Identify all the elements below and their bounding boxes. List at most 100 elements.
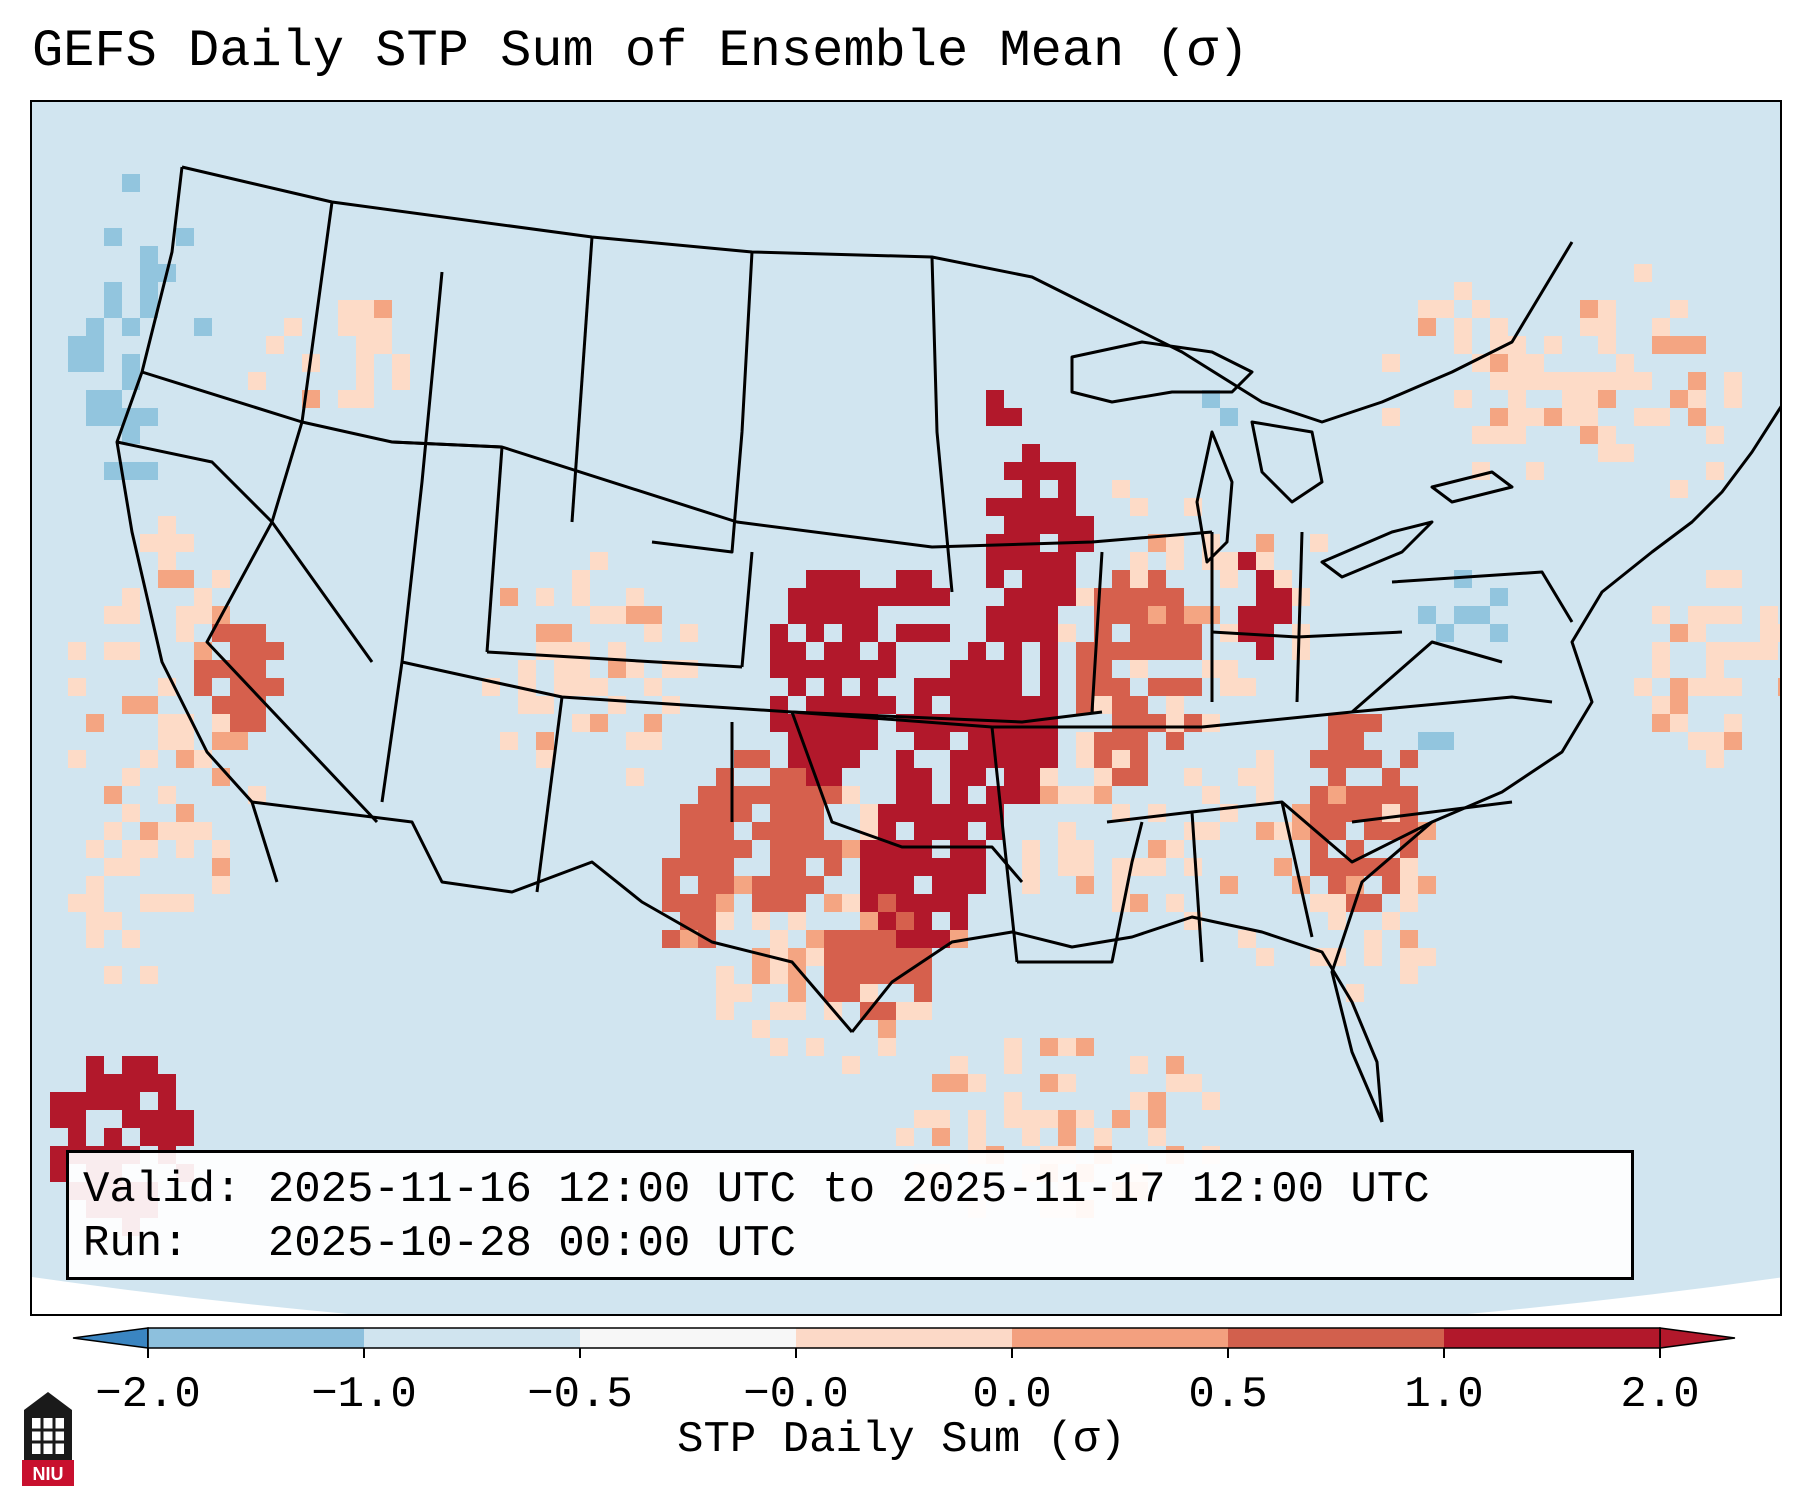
stp-cell [1130, 732, 1148, 750]
stp-cell [572, 714, 590, 732]
stp-cell [752, 876, 770, 894]
stp-cell [914, 894, 932, 912]
stp-cell [752, 894, 770, 912]
stp-cell [572, 570, 590, 588]
stp-cell [68, 678, 86, 696]
stp-cell [554, 624, 572, 642]
stp-cell [1004, 624, 1022, 642]
stp-cell [932, 678, 950, 696]
stp-cell [590, 714, 608, 732]
stp-cell [914, 966, 932, 984]
stp-cell [230, 660, 248, 678]
stp-cell [716, 804, 734, 822]
stp-cell [104, 786, 122, 804]
stp-cell [986, 624, 1004, 642]
stp-cell [1112, 588, 1130, 606]
stp-cell [1364, 930, 1382, 948]
stp-cell [986, 822, 1004, 840]
stp-cell [1652, 714, 1670, 732]
stp-cell [1454, 282, 1472, 300]
stp-cell [1004, 1056, 1022, 1074]
stp-cell [896, 1002, 914, 1020]
stp-cell [1184, 858, 1202, 876]
stp-cell [860, 588, 878, 606]
stp-cell [1148, 534, 1166, 552]
stp-cell [1004, 606, 1022, 624]
stp-cell [896, 1128, 914, 1146]
stp-cell [212, 840, 230, 858]
stp-cell [950, 678, 968, 696]
stp-cell [842, 894, 860, 912]
stp-cell [374, 300, 392, 318]
stp-cell [104, 642, 122, 660]
stp-cell [572, 660, 590, 678]
stp-cell [1022, 480, 1040, 498]
stp-cell [1670, 480, 1688, 498]
stp-cell [1148, 1092, 1166, 1110]
stp-cell [356, 354, 374, 372]
stp-cell [716, 1002, 734, 1020]
stp-cell [716, 786, 734, 804]
stp-cell [1454, 570, 1472, 588]
stp-cell [248, 786, 266, 804]
stp-cell [1688, 390, 1706, 408]
stp-cell [626, 732, 644, 750]
stp-cell [770, 894, 788, 912]
stp-cell [1130, 858, 1148, 876]
stp-cell [788, 660, 806, 678]
stp-cell [914, 570, 932, 588]
stp-cell [1418, 876, 1436, 894]
stp-cell [1058, 462, 1076, 480]
stp-cell [248, 624, 266, 642]
stp-cell [86, 1056, 104, 1074]
stp-cell [968, 714, 986, 732]
stp-cell [194, 606, 212, 624]
stp-cell [770, 768, 788, 786]
stp-cell [1220, 570, 1238, 588]
stp-cell [1724, 678, 1742, 696]
stp-cell [392, 354, 410, 372]
stp-cell [932, 858, 950, 876]
stp-cell [914, 804, 932, 822]
lake-huron [1250, 420, 1324, 504]
stp-cell [356, 318, 374, 336]
stp-cell [1706, 732, 1724, 750]
stp-cell [1580, 300, 1598, 318]
stp-cell [950, 696, 968, 714]
lake-erie [1320, 520, 1434, 579]
stp-cell [878, 912, 896, 930]
stp-cell [788, 966, 806, 984]
stp-cell [806, 588, 824, 606]
stp-cell [734, 786, 752, 804]
stp-cell [194, 318, 212, 336]
stp-cell [860, 606, 878, 624]
stp-cell [1418, 732, 1436, 750]
stp-cell [878, 948, 896, 966]
stp-cell [1634, 372, 1652, 390]
colorbar-segment [796, 1328, 1012, 1348]
stp-cell [842, 714, 860, 732]
stp-cell [914, 822, 932, 840]
stp-cell [176, 1110, 194, 1128]
stp-cell [1346, 840, 1364, 858]
stp-cell [1022, 498, 1040, 516]
stp-cell [500, 588, 518, 606]
stp-cell [194, 660, 212, 678]
stp-cell [1364, 894, 1382, 912]
stp-cell [1346, 786, 1364, 804]
stp-cell [1328, 714, 1346, 732]
stp-cell [1148, 714, 1166, 732]
stp-cell [1490, 318, 1508, 336]
stp-cell [644, 732, 662, 750]
stp-cell [356, 300, 374, 318]
stp-cell [1364, 714, 1382, 732]
stp-cell [932, 1110, 950, 1128]
stp-cell [1562, 408, 1580, 426]
stp-cell [788, 1002, 806, 1020]
stp-cell [896, 840, 914, 858]
stp-cell [68, 354, 86, 372]
stp-cell [212, 714, 230, 732]
stp-cell [50, 1092, 68, 1110]
stp-cell [1076, 876, 1094, 894]
stp-cell [104, 966, 122, 984]
